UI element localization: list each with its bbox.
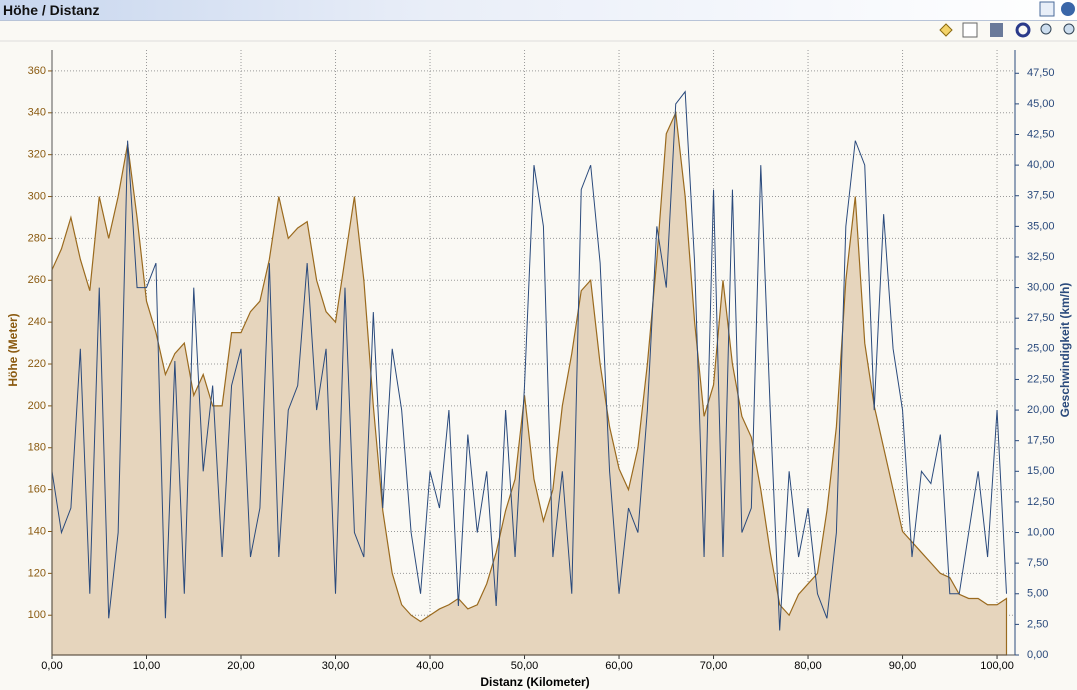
x-tick-label: 50,00	[511, 660, 539, 672]
menu-button[interactable]	[1061, 2, 1075, 16]
y-tick-label: 120	[28, 567, 46, 579]
x-tick-label: 40,00	[416, 660, 444, 672]
x-axis-title: Distanz (Kilometer)	[480, 675, 589, 689]
x-tick-label: 70,00	[700, 660, 728, 672]
y2-tick-label: 10,00	[1027, 526, 1055, 538]
x-tick-label: 30,00	[322, 660, 350, 672]
x-tick-label: 0,00	[41, 660, 62, 672]
y2-tick-label: 42,50	[1027, 128, 1055, 140]
y2-tick-label: 25,00	[1027, 343, 1055, 355]
y2-tick-label: 27,50	[1027, 312, 1055, 324]
y-tick-label: 280	[28, 232, 46, 244]
y-tick-label: 320	[28, 149, 46, 161]
y2-tick-label: 20,00	[1027, 404, 1055, 416]
y-tick-label: 340	[28, 107, 46, 119]
y2-tick-label: 0,00	[1027, 649, 1048, 661]
y-tick-label: 100	[28, 609, 46, 621]
y-tick-label: 220	[28, 358, 46, 370]
y-tick-label: 300	[28, 190, 46, 202]
y2-tick-label: 22,50	[1027, 373, 1055, 385]
y2-tick-label: 2,50	[1027, 618, 1048, 630]
y2-tick-label: 30,00	[1027, 281, 1055, 293]
elevation-area	[51, 110, 1008, 656]
title-bar: Höhe / Distanz	[0, 0, 1077, 21]
x-tick-label: 80,00	[794, 660, 822, 672]
save-tool[interactable]	[990, 23, 1003, 37]
y2-tick-label: 15,00	[1027, 465, 1055, 477]
x-tick-label: 100,00	[980, 660, 1014, 672]
y2-tick-label: 5,00	[1027, 588, 1048, 600]
y2-axis-title: Geschwindigkeit (km/h)	[1058, 283, 1072, 418]
y-tick-label: 240	[28, 316, 46, 328]
y-tick-label: 200	[28, 400, 46, 412]
toolbar	[939, 1, 1075, 38]
y2-tick-label: 47,50	[1027, 67, 1055, 79]
x-tick-label: 90,00	[889, 660, 917, 672]
marker-tool[interactable]	[939, 23, 953, 37]
window-title: Höhe / Distanz	[3, 2, 100, 18]
speed-line	[51, 90, 1007, 631]
y2-tick-label: 7,50	[1027, 557, 1048, 569]
y2-tick-label: 45,00	[1027, 98, 1055, 110]
y-tick-label: 180	[28, 442, 46, 454]
y2-tick-label: 35,00	[1027, 220, 1055, 232]
zoom-out[interactable]	[1063, 23, 1075, 35]
window-button[interactable]	[1039, 1, 1055, 17]
x-tick-label: 60,00	[605, 660, 633, 672]
y2-tick-label: 12,50	[1027, 496, 1055, 508]
y-tick-label: 360	[28, 65, 46, 77]
y2-tick-label: 17,50	[1027, 435, 1055, 447]
x-tick-label: 10,00	[133, 660, 161, 672]
center-tool[interactable]	[1015, 22, 1031, 38]
chart-tool[interactable]	[962, 22, 978, 38]
y-axis-title: Höhe (Meter)	[6, 313, 20, 386]
y2-tick-label: 37,50	[1027, 190, 1055, 202]
y-tick-label: 160	[28, 484, 46, 496]
y-tick-label: 140	[28, 525, 46, 537]
x-tick-label: 20,00	[227, 660, 255, 672]
y2-tick-label: 32,50	[1027, 251, 1055, 263]
zoom-in[interactable]	[1040, 23, 1052, 35]
y-tick-label: 260	[28, 274, 46, 286]
y2-tick-label: 40,00	[1027, 159, 1055, 171]
